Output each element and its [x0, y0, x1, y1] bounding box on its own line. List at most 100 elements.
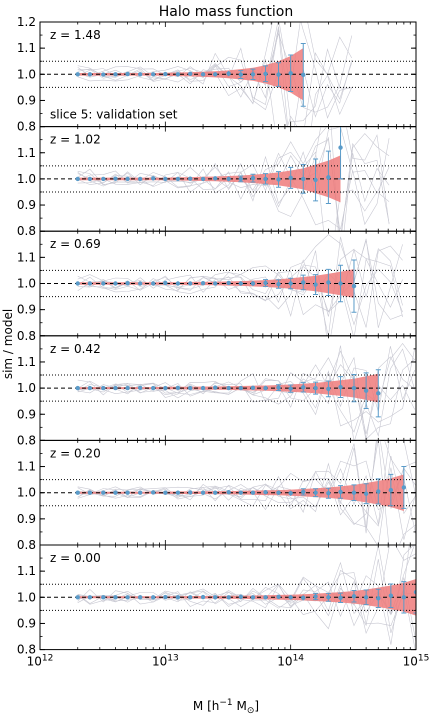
panel-1: 0.8 0.9 1.0 1.1 z = 1.02	[17, 126, 417, 238]
data-point	[226, 280, 231, 286]
data-point	[238, 594, 243, 599]
data-point	[376, 596, 381, 601]
data-point	[163, 71, 168, 77]
panel-5: 0.8 0.9 1.0 1.1 z = 0.00	[17, 544, 417, 657]
y-tick-label: 1.1	[17, 564, 36, 578]
data-point	[326, 280, 331, 285]
data-point	[401, 595, 407, 600]
data-point	[276, 594, 281, 599]
data-point	[351, 594, 357, 599]
y-tick-label: 0.8	[17, 538, 36, 552]
y-axis-label: sim / model	[1, 309, 15, 379]
panel-3: 0.8 0.9 1.0 1.1 z = 0.42	[17, 335, 417, 447]
data-point	[250, 385, 256, 391]
data-point	[238, 72, 243, 77]
x-axis-label: M [h−1 M⊙]	[193, 698, 259, 716]
data-point	[326, 175, 331, 180]
data-point	[87, 72, 93, 77]
data-point	[137, 385, 143, 391]
data-point	[313, 177, 318, 183]
data-point	[175, 176, 181, 182]
data-point	[288, 281, 293, 286]
data-point	[101, 281, 106, 286]
data-point	[101, 595, 106, 600]
data-point	[288, 175, 293, 181]
data-point	[101, 385, 106, 391]
data-point	[338, 489, 343, 495]
data-point	[75, 490, 80, 495]
y-tick-label: 0.9	[17, 93, 36, 107]
data-point	[276, 385, 281, 390]
realization-line	[77, 561, 416, 643]
data-point	[175, 72, 181, 77]
data-point	[125, 281, 130, 286]
data-point	[226, 71, 231, 76]
data-point	[338, 145, 343, 150]
data-point	[363, 491, 369, 496]
data-point	[226, 385, 231, 391]
data-point	[87, 490, 93, 495]
data-point	[125, 385, 130, 391]
data-point	[351, 283, 357, 289]
data-point	[326, 386, 331, 392]
data-point	[301, 489, 306, 495]
data-point	[351, 385, 357, 391]
data-point	[125, 71, 130, 77]
y-tick-label: 0.8	[17, 643, 36, 657]
data-point	[250, 72, 256, 77]
data-point	[188, 385, 193, 391]
y-tick-label: 0.8	[17, 120, 36, 134]
y-tick-label: 0.9	[17, 512, 36, 526]
data-point	[313, 490, 318, 495]
data-point	[238, 176, 243, 182]
data-point	[301, 385, 306, 390]
data-point	[137, 176, 143, 182]
data-point	[150, 385, 156, 391]
redshift-label: z = 1.48	[50, 28, 101, 42]
data-point	[87, 281, 93, 286]
y-tick-label: 1.0	[17, 590, 36, 604]
data-point	[213, 595, 218, 600]
redshift-label: z = 0.20	[50, 446, 101, 460]
data-point	[301, 280, 306, 285]
data-point	[75, 385, 80, 391]
data-point	[101, 490, 106, 495]
data-point	[113, 385, 118, 391]
y-tick-label: 0.9	[17, 198, 36, 212]
panel-plot-area	[40, 545, 416, 650]
data-point	[263, 489, 268, 495]
data-point	[75, 595, 80, 600]
data-point	[351, 490, 357, 495]
data-point	[150, 176, 156, 181]
data-point	[75, 176, 80, 182]
data-point	[363, 388, 369, 393]
y-tick-label: 1.0	[17, 381, 36, 395]
data-point	[276, 281, 281, 287]
panel-0: 0.8 0.9 1.0 1.1 1.2 z = 1.48 slice 5: validati…	[17, 15, 417, 134]
data-point	[101, 176, 106, 182]
realization-line	[77, 47, 353, 127]
data-point	[200, 490, 206, 495]
y-tick-label: 0.8	[17, 224, 36, 238]
panel-plot-area	[40, 440, 416, 545]
data-point	[163, 490, 168, 495]
data-point	[250, 595, 256, 600]
realization-line	[77, 248, 403, 317]
realization-line	[77, 22, 353, 90]
data-point	[200, 176, 206, 182]
data-point	[288, 595, 293, 600]
realization-line	[77, 126, 390, 204]
data-point	[188, 71, 193, 76]
data-point	[101, 72, 106, 77]
data-point	[226, 489, 231, 495]
data-point	[326, 491, 331, 496]
data-point	[263, 176, 268, 182]
y-tick-label: 0.8	[17, 329, 36, 343]
data-point	[338, 281, 343, 286]
panel-4: 0.8 0.9 1.0 1.1 z = 0.20	[17, 439, 417, 552]
data-point	[150, 490, 156, 495]
data-point	[301, 176, 306, 182]
data-point	[175, 595, 181, 600]
x-tick-label: 1013	[152, 654, 179, 669]
slice-annotation: slice 5: validation set	[50, 108, 178, 122]
